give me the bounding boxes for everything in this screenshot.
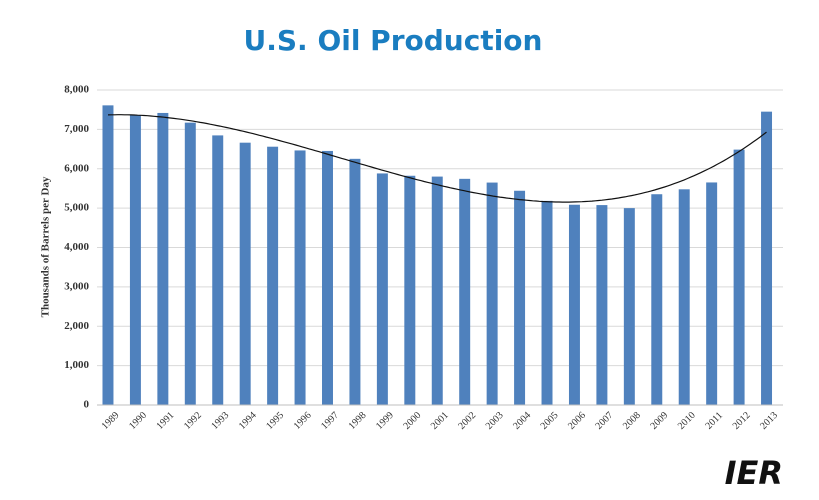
x-tick-label: 2000 xyxy=(401,410,423,432)
chart-title: U.S. Oil Production xyxy=(244,24,543,57)
bar xyxy=(157,112,169,405)
y-tick-label: 2,000 xyxy=(64,320,89,332)
x-tick-label: 2003 xyxy=(484,410,506,432)
bar xyxy=(486,182,498,405)
bar xyxy=(541,200,553,405)
y-tick-label: 8,000 xyxy=(64,84,89,96)
bar xyxy=(623,208,635,405)
x-tick-label: 2005 xyxy=(539,410,561,432)
x-tick-label: 2009 xyxy=(648,410,670,432)
bar xyxy=(431,176,443,405)
x-tick-label: 1989 xyxy=(100,410,122,432)
bar xyxy=(102,105,114,405)
bar xyxy=(514,190,526,405)
bar xyxy=(239,142,251,405)
x-tick-label: 2004 xyxy=(511,410,533,432)
logo: IER xyxy=(725,454,783,492)
y-tick-label: 4,000 xyxy=(64,241,89,253)
x-tick-label: 1993 xyxy=(209,410,231,432)
bar xyxy=(568,204,580,405)
bar xyxy=(706,182,718,405)
bar xyxy=(404,175,416,405)
y-tick-label: 7,000 xyxy=(64,123,89,135)
bar xyxy=(294,150,306,405)
bar xyxy=(733,149,745,405)
x-tick-label: 2013 xyxy=(758,410,780,432)
bar xyxy=(651,194,663,405)
y-tick-label: 6,000 xyxy=(64,162,89,174)
bar xyxy=(459,178,471,405)
x-tick-label: 2010 xyxy=(676,410,698,432)
y-tick-label: 1,000 xyxy=(64,359,89,371)
bar xyxy=(349,158,361,405)
x-tick-label: 2012 xyxy=(731,410,753,432)
x-tick-label: 2001 xyxy=(429,410,451,432)
bar xyxy=(678,189,690,405)
x-tick-label: 2008 xyxy=(621,410,643,432)
trend-line xyxy=(107,114,767,203)
x-tick-label: 1996 xyxy=(292,410,314,432)
x-tick-label: 1997 xyxy=(319,410,341,432)
x-tick-label: 1998 xyxy=(347,410,369,432)
bar xyxy=(596,205,608,405)
y-axis-label: Thousands of Barrels per Day xyxy=(40,176,52,317)
x-tick-label: 1995 xyxy=(264,410,286,432)
bar xyxy=(212,135,224,406)
y-tick-label: 3,000 xyxy=(64,280,89,292)
bar xyxy=(761,111,773,405)
y-tick-label: 5,000 xyxy=(64,202,89,214)
x-tick-label: 2002 xyxy=(456,410,478,432)
bar xyxy=(129,115,141,405)
x-tick-label: 1991 xyxy=(154,410,176,432)
x-tick-label: 2007 xyxy=(594,410,616,432)
bar xyxy=(322,150,333,405)
bar xyxy=(184,122,196,405)
x-tick-label: 2006 xyxy=(566,410,588,432)
x-tick-label: 1992 xyxy=(182,410,204,432)
x-tick-label: 2011 xyxy=(703,410,725,432)
x-tick-label: 1994 xyxy=(237,410,259,432)
y-tick-label: 0 xyxy=(84,399,90,411)
x-tick-label: 1999 xyxy=(374,410,396,432)
x-tick-label: 1990 xyxy=(127,410,149,432)
bar xyxy=(376,173,388,405)
bar xyxy=(267,146,279,405)
